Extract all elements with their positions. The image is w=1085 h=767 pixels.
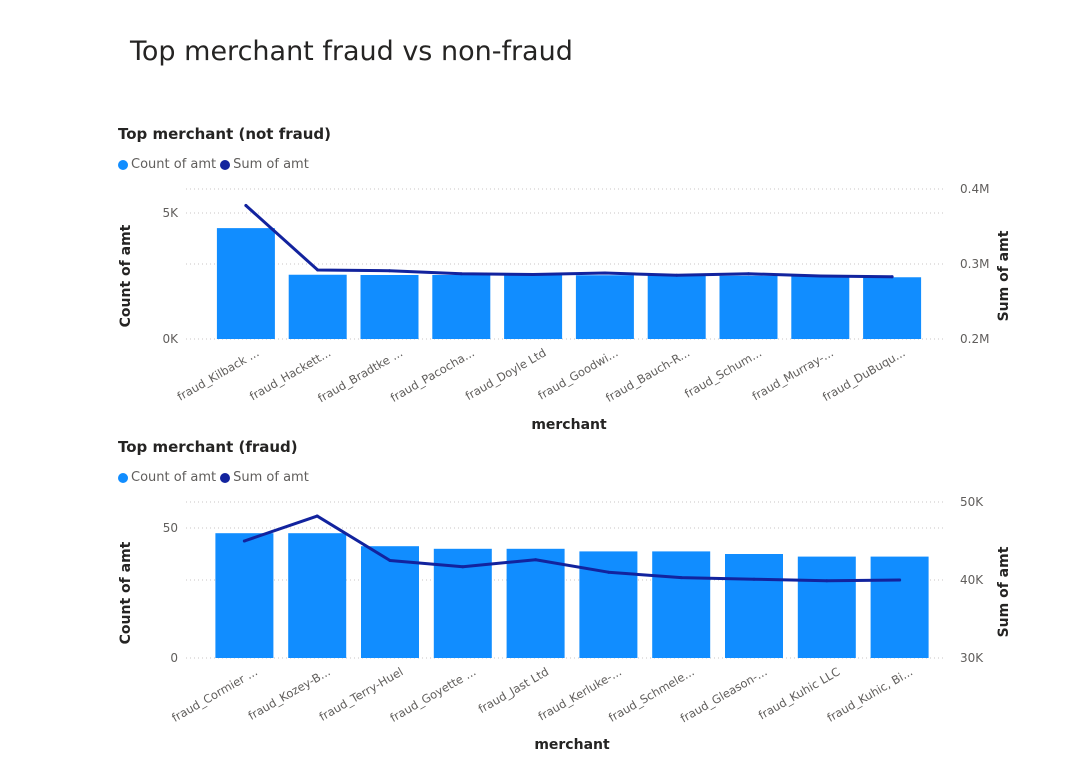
line-point (752, 577, 756, 581)
bar (506, 548, 565, 658)
x-tick-label: fraud_Doyle Ltd (463, 345, 549, 403)
line-point (675, 273, 679, 277)
line-point (890, 275, 894, 279)
chart-legend[interactable]: Count of amt Sum of amt (118, 470, 313, 485)
legend-marker (220, 472, 231, 483)
legend-label: Count of amt (131, 157, 217, 172)
legend-item-sum[interactable]: Sum of amt (220, 157, 309, 172)
chart-title: Top merchant (fraud) (118, 438, 298, 456)
line-point (898, 578, 902, 582)
line-point (242, 539, 246, 543)
y2-axis-title: Sum of amt (996, 546, 1012, 637)
x-axis-title: merchant (531, 417, 607, 433)
legend-label: Sum of amt (233, 157, 309, 172)
legend-item-sum[interactable]: Sum of amt (220, 470, 309, 485)
y2-axis-title: Sum of amt (996, 230, 1012, 321)
line-point (461, 565, 465, 569)
y2-tick-label: 50K (960, 495, 984, 509)
line-point (534, 558, 538, 562)
line-point (315, 514, 319, 518)
y-tick-label: 5K (162, 206, 179, 220)
bar (504, 274, 563, 339)
line-point (459, 272, 463, 276)
bar (215, 533, 274, 658)
line-point (679, 576, 683, 580)
bar (647, 275, 706, 339)
bar (791, 276, 850, 339)
legend-marker (118, 159, 128, 170)
line-point (388, 269, 391, 273)
page-title: Top merchant fraud vs non-fraud (130, 36, 573, 67)
bar (725, 554, 783, 658)
line-point (603, 271, 607, 275)
y2-tick-label: 0.4M (960, 182, 989, 196)
chart-title: Top merchant (not fraud) (118, 125, 332, 143)
bar (288, 274, 347, 339)
bar (652, 551, 711, 658)
legend-item-count[interactable]: Count of amt (118, 470, 216, 485)
legend-label: Count of amt (131, 470, 217, 485)
legend-marker (118, 472, 128, 483)
line-point (531, 273, 535, 276)
line-point (244, 204, 248, 207)
line-point (825, 579, 829, 583)
legend-label: Sum of amt (233, 470, 309, 485)
bar (575, 275, 634, 339)
y-tick-label: 0 (170, 651, 178, 665)
bar (863, 277, 922, 339)
bar (797, 556, 856, 658)
y-tick-label: 50 (163, 521, 178, 535)
bar (216, 228, 275, 339)
x-axis-title: merchant (534, 737, 610, 753)
line-point (316, 268, 320, 272)
y2-tick-label: 30K (960, 651, 984, 665)
sum-line (244, 204, 894, 279)
chart-legend[interactable]: Count of amt Sum of amt (118, 157, 313, 172)
sum-line (242, 514, 902, 583)
y-axis-title: Count of amt (118, 541, 134, 644)
line-point (747, 272, 750, 276)
legend-marker (220, 159, 231, 170)
line-point (818, 274, 822, 278)
y2-tick-label: 0.2M (960, 332, 989, 346)
line-point (388, 559, 392, 562)
bar (360, 274, 419, 339)
bar (719, 275, 778, 339)
y2-tick-label: 0.3M (960, 257, 989, 271)
y2-tick-label: 40K (960, 573, 984, 587)
bar (361, 546, 419, 658)
y-tick-label: 0K (162, 332, 179, 346)
line-point (606, 570, 610, 574)
y-axis-title: Count of amt (118, 224, 134, 327)
x-tick-label: fraud_Cormier ... (169, 664, 260, 724)
bar (870, 556, 929, 658)
bar (288, 533, 347, 658)
legend-item-count[interactable]: Count of amt (118, 157, 216, 172)
bar (432, 274, 491, 339)
